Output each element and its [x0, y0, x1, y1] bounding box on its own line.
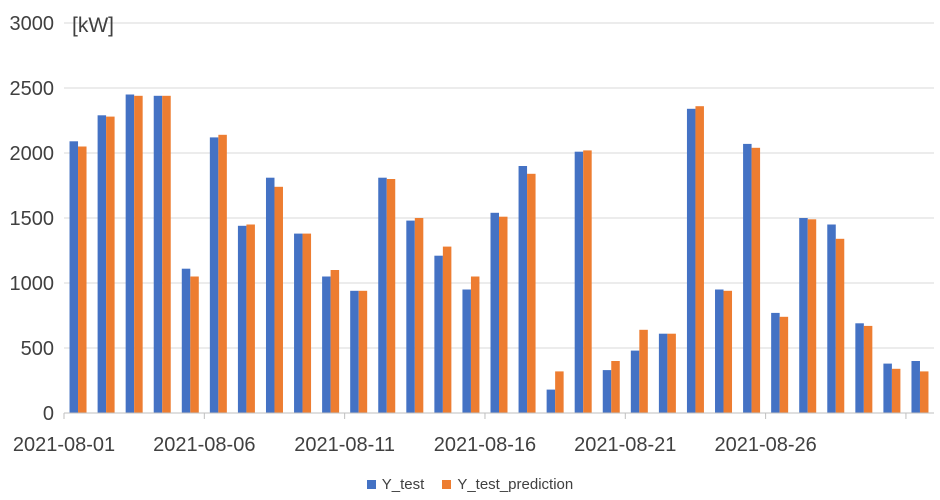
bar-y-test-prediction — [919, 371, 929, 413]
bar-y-test — [911, 361, 920, 413]
bar-y-test-prediction — [246, 224, 255, 413]
bar-y-test — [462, 289, 471, 413]
y-axis-unit-label: [kW] — [72, 14, 114, 37]
bar-y-test — [715, 289, 724, 413]
bar-y-test — [827, 224, 836, 413]
bar-y-test — [546, 389, 556, 413]
y-tick-label: 2000 — [10, 143, 55, 165]
legend: Y_test Y_test_prediction — [0, 476, 940, 493]
legend-label-y-test: Y_test — [381, 476, 425, 493]
bar-y-test-prediction — [162, 95, 171, 414]
bar-y-test-prediction — [863, 325, 873, 413]
y-tick-label: 0 — [43, 403, 54, 425]
bar-y-test-prediction — [611, 361, 620, 413]
bar-y-test-prediction — [302, 233, 312, 413]
x-axis-tick-labels: 2021-08-01 2021-08-06 2021-08-11 2021-08-16… — [13, 434, 817, 456]
bar-y-test-prediction — [667, 333, 676, 413]
bar-y-test-prediction — [555, 371, 564, 413]
y-tick-label: 1000 — [10, 273, 55, 295]
bar-y-test — [658, 333, 668, 413]
bar-y-test-prediction — [414, 218, 424, 413]
bar-y-test — [406, 220, 415, 413]
bar-y-test-prediction — [442, 246, 452, 413]
x-tick-label: 2021-08-16 — [434, 434, 536, 456]
bar-y-test-prediction — [891, 368, 901, 413]
bar-y-test — [602, 370, 612, 413]
bar-y-test — [434, 255, 443, 413]
bar-y-test — [630, 350, 640, 413]
bar-y-test-prediction — [807, 219, 817, 413]
y-axis-tick-labels: 0 500 1000 1500 2000 2500 3000 — [10, 13, 55, 425]
bar-y-test — [799, 218, 808, 413]
x-tick-label: 2021-08-11 — [294, 434, 395, 456]
bar-y-test — [294, 233, 303, 413]
bar-y-test-prediction — [386, 179, 396, 413]
bar-y-test-prediction — [330, 270, 340, 413]
bar-y-test — [743, 143, 752, 413]
bar-y-test-prediction — [106, 116, 115, 413]
bar-y-test-prediction — [835, 238, 845, 413]
bar-y-test-prediction — [779, 316, 789, 413]
bar-y-test — [883, 363, 892, 413]
bar-y-test-prediction — [358, 290, 368, 413]
bar-y-test — [378, 177, 387, 413]
bar-y-test-prediction — [218, 134, 227, 414]
bar-y-test-prediction — [751, 147, 761, 414]
bar-y-test-prediction — [723, 290, 733, 413]
bar-y-test-prediction — [134, 95, 143, 414]
bar-series — [69, 94, 929, 414]
bar-y-test — [209, 137, 219, 413]
bar-y-test — [322, 276, 331, 413]
bar-y-test — [574, 151, 584, 413]
bar-y-test — [265, 177, 275, 413]
legend-swatch-y-test-prediction — [442, 480, 452, 489]
bar-y-test-prediction — [695, 106, 704, 413]
bar-y-test — [771, 312, 780, 413]
bar-y-test-prediction — [190, 276, 199, 413]
bar-y-test-prediction — [499, 216, 508, 413]
x-axis — [63, 412, 934, 419]
bar-y-test-prediction — [583, 150, 592, 413]
bar-y-test — [97, 115, 107, 414]
y-tick-label: 2500 — [10, 78, 55, 100]
bar-y-test-prediction — [470, 276, 480, 413]
bar-y-test — [153, 95, 163, 414]
y-tick-label: 1500 — [10, 208, 55, 230]
bar-y-test — [350, 290, 359, 413]
bar-y-test — [855, 323, 864, 413]
legend-item-y-test-prediction: Y_test_prediction — [442, 476, 573, 493]
bar-y-test — [237, 225, 247, 413]
y-tick-label: 500 — [21, 338, 54, 360]
bar-y-test-prediction — [527, 173, 536, 413]
bar-y-test — [69, 141, 79, 414]
bar-y-test — [686, 108, 696, 414]
x-tick-label: 2021-08-26 — [714, 434, 816, 456]
bar-y-test — [518, 166, 528, 413]
bar-y-test — [490, 212, 499, 413]
legend-label-y-test-prediction: Y_test_prediction — [457, 476, 574, 493]
bar-y-test — [181, 268, 191, 413]
x-tick-label: 2021-08-21 — [574, 434, 676, 456]
bar-y-test — [125, 94, 135, 413]
bar-y-test-prediction — [639, 329, 648, 413]
legend-swatch-y-test — [366, 480, 376, 489]
bar-y-test-prediction — [274, 186, 283, 413]
x-tick-label: 2021-08-01 — [13, 434, 115, 456]
y-tick-label: 3000 — [10, 13, 55, 35]
bar-y-test-prediction — [78, 146, 87, 413]
legend-item-y-test: Y_test — [366, 476, 425, 493]
x-tick-label: 2021-08-06 — [153, 434, 255, 456]
